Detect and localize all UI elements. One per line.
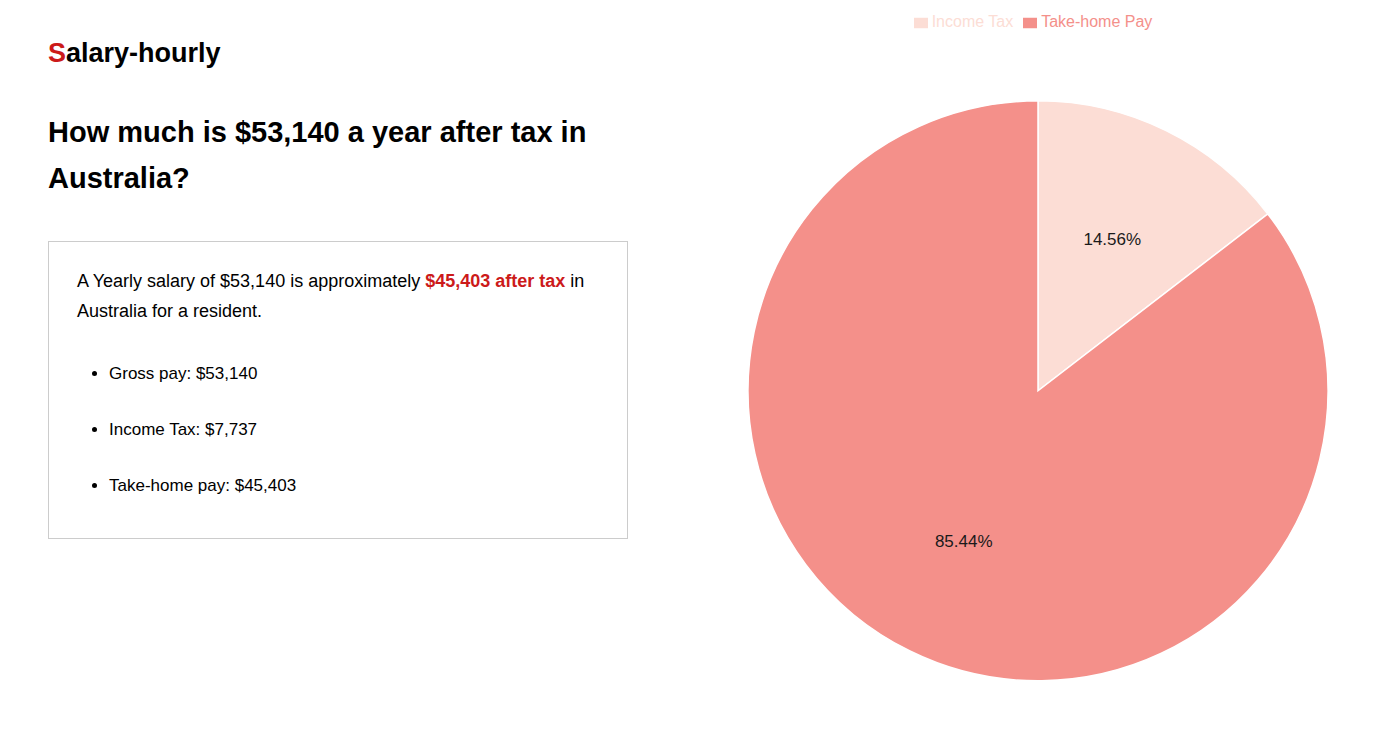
html-text:Australia?: Australia?: [48, 162, 190, 194]
html-text:Take-home Pay: Take-home Pay: [1041, 13, 1153, 30]
html-text:Take-home pay: $45,403: Take-home pay: $45,403: [109, 476, 297, 495]
svg-text:85.44%: 85.44%: [935, 532, 993, 551]
html-text:Australia for a resident.: Australia for a resident.: [77, 301, 263, 321]
html-text:A Yearly salary of $53,140 is: A Yearly salary of $53,140 is approximat…: [77, 271, 585, 291]
svg-text:14.56%: 14.56%: [1083, 230, 1141, 249]
html-text:Income Tax: Income Tax: [931, 13, 1014, 30]
html-text:S alary-hourly: S alary-hourly: [48, 38, 221, 68]
html-text:Gross pay: $53,140: Gross pay: $53,140: [109, 364, 258, 383]
html-text:Income Tax: $7,737: Income Tax: $7,737: [109, 420, 258, 439]
html-text:How much is $53,140 a year aft: How much is $53,140 a year after tax in: [48, 116, 587, 148]
